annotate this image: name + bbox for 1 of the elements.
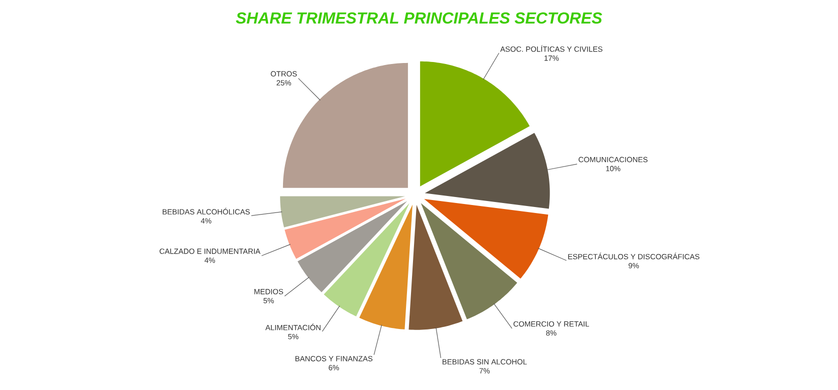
chart-title: SHARE TRIMESTRAL PRINCIPALES SECTORES (236, 12, 602, 24)
